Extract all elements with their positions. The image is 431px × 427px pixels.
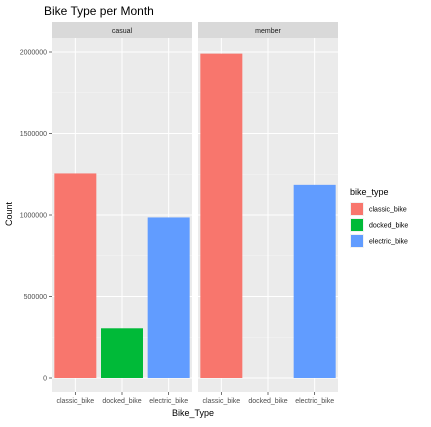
- bar-casual-docked_bike: [101, 328, 143, 378]
- facet-label: casual: [112, 28, 133, 35]
- facet-panel-member: member classic_bike docked_bike electric_bi…: [198, 22, 338, 405]
- y-tick-label: 1000000: [20, 213, 47, 220]
- legend-label: classic_bike: [369, 207, 407, 214]
- legend-entry-electric_bike: electric_bike: [350, 234, 408, 248]
- facet-label: member: [255, 28, 281, 35]
- legend: bike_type classic_bike docked_bike electric…: [350, 187, 408, 248]
- bar-casual-electric_bike: [147, 217, 190, 378]
- legend-label: docked_bike: [369, 223, 408, 230]
- x-tick-label: classic_bike: [202, 398, 240, 405]
- y-tick-label: 2000000: [20, 50, 47, 57]
- legend-entry-classic_bike: classic_bike: [350, 202, 407, 216]
- legend-label: electric_bike: [369, 239, 408, 246]
- y-axis-title: Count: [4, 202, 14, 227]
- legend-swatch: [351, 219, 363, 231]
- y-tick-label: 1500000: [20, 131, 47, 138]
- y-tick-label: 0: [43, 376, 47, 383]
- chart-title: Bike Type per Month: [44, 4, 154, 18]
- facet-strip: [52, 22, 192, 38]
- bar-member-electric_bike: [293, 184, 336, 378]
- x-tick-label: electric_bike: [149, 398, 188, 405]
- facet-strip: [198, 22, 338, 38]
- legend-entry-docked_bike: docked_bike: [350, 218, 408, 232]
- y-tick-label: 500000: [24, 294, 47, 301]
- bar-casual-classic_bike: [54, 173, 97, 378]
- legend-title: bike_type: [350, 187, 389, 197]
- facet-panels: casual classic_bike docked_bike electric_bi…: [52, 22, 338, 405]
- facet-panel-casual: casual classic_bike docked_bike electric_bi…: [52, 22, 192, 405]
- legend-swatch: [351, 203, 363, 215]
- y-axis: 0 500000 1000000 1500000 2000000: [20, 50, 52, 383]
- x-tick-label: docked_bike: [102, 398, 141, 405]
- legend-swatch: [351, 235, 363, 247]
- x-tick-label: classic_bike: [56, 398, 94, 405]
- x-axis-title: Bike_Type: [172, 408, 214, 418]
- x-tick-label: docked_bike: [248, 398, 287, 405]
- x-tick-label: electric_bike: [295, 398, 334, 405]
- bar-member-classic_bike: [200, 53, 243, 378]
